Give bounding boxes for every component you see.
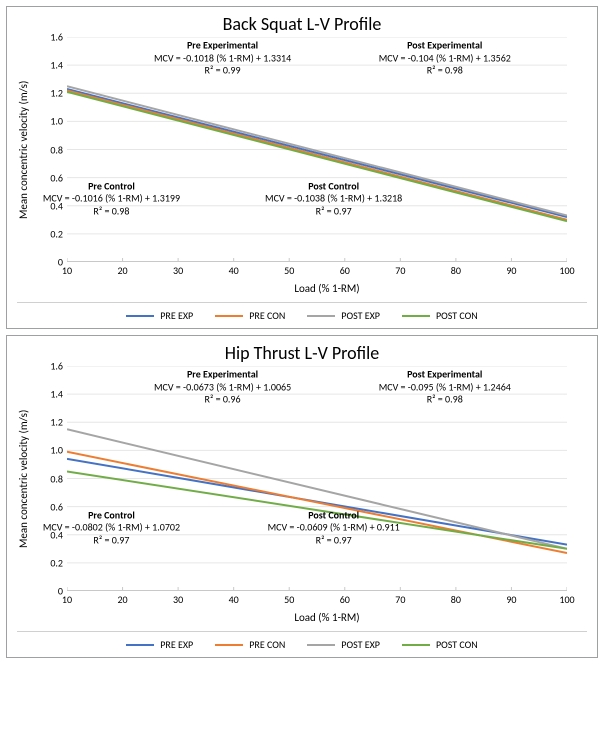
y-tick-label: 1.2 — [50, 416, 63, 429]
x-tick-label: 70 — [395, 593, 405, 606]
x-tick-label: 100 — [559, 593, 574, 606]
annotation: Pre ControlMCV = -0.1016 (% 1-RM) + 1.31… — [43, 180, 180, 218]
y-axis-label: Mean concentric velocity (m/s) — [17, 37, 35, 262]
annotation-r2: R² = 0.96 — [154, 393, 291, 406]
annotation: Post ExperimentalMCV = -0.095 (% 1-RM) +… — [379, 368, 511, 406]
x-tick-label: 90 — [506, 593, 516, 606]
legend-label: PRE EXP — [160, 309, 193, 322]
x-tick-label: 50 — [284, 593, 294, 606]
legend-item: POST CON — [402, 638, 478, 651]
legend-swatch — [307, 315, 335, 317]
legend-swatch — [402, 315, 430, 317]
legend-label: POST EXP — [341, 309, 380, 322]
legend-item: POST CON — [402, 309, 478, 322]
y-tick-label: 1.6 — [50, 31, 63, 44]
annotation-head: Post Experimental — [379, 39, 511, 52]
y-tick-label: 0.8 — [50, 472, 63, 485]
y-tick-label: 1.0 — [50, 444, 63, 457]
y-tick-label: 0.8 — [50, 143, 63, 156]
x-tick-label: 80 — [451, 264, 461, 277]
annotation-r2: R² = 0.99 — [154, 64, 291, 77]
annotation-r2: R² = 0.97 — [43, 534, 180, 547]
x-tick-label: 20 — [117, 264, 127, 277]
legend-label: PRE CON — [249, 309, 285, 322]
y-tick-label: 1.2 — [50, 87, 63, 100]
x-tick-label: 20 — [117, 593, 127, 606]
annotation-head: Post Control — [268, 509, 400, 522]
annotation: Pre ControlMCV = -0.0802 (% 1-RM) + 1.07… — [43, 509, 180, 547]
annotation-head: Pre Experimental — [154, 368, 291, 381]
annotation: Post ControlMCV = -0.1038 (% 1-RM) + 1.3… — [265, 180, 402, 218]
annotation-r2: R² = 0.98 — [379, 64, 511, 77]
annotation: Pre ExperimentalMCV = -0.0673 (% 1-RM) +… — [154, 368, 291, 406]
annotation-head: Post Control — [265, 180, 402, 193]
legend-item: POST EXP — [307, 309, 380, 322]
y-axis-label: Mean concentric velocity (m/s) — [17, 366, 35, 591]
legend-swatch — [215, 315, 243, 317]
legend-swatch — [126, 644, 154, 646]
plot-area: Pre ExperimentalMCV = -0.1018 (% 1-RM) +… — [67, 37, 567, 262]
x-tick-label: 10 — [62, 593, 72, 606]
y-tick-label: 1.4 — [50, 59, 63, 72]
chart-panel: Back Squat L-V Profile Mean concentric ve… — [6, 6, 598, 329]
annotation: Post ExperimentalMCV = -0.104 (% 1-RM) +… — [379, 39, 511, 77]
legend-label: PRE CON — [249, 638, 285, 651]
y-tick-label: 0.2 — [50, 556, 63, 569]
chart-title: Hip Thrust L-V Profile — [17, 342, 587, 364]
legend-swatch — [307, 644, 335, 646]
x-axis-label: Load (% 1-RM) — [67, 282, 587, 298]
x-tick-label: 60 — [340, 593, 350, 606]
x-tick-label: 30 — [173, 264, 183, 277]
y-tick-label: 1.4 — [50, 388, 63, 401]
annotation-head: Post Experimental — [379, 368, 511, 381]
legend-label: POST CON — [436, 638, 478, 651]
annotation-head: Pre Experimental — [154, 39, 291, 52]
legend-item: PRE EXP — [126, 309, 193, 322]
x-tick-label: 100 — [559, 264, 574, 277]
legend-swatch — [402, 644, 430, 646]
annotation: Post ControlMCV = -0.0609 (% 1-RM) + 0.9… — [268, 509, 400, 547]
legend-label: POST CON — [436, 309, 478, 322]
y-tick-label: 1.0 — [50, 115, 63, 128]
annotation-r2: R² = 0.97 — [265, 205, 402, 218]
x-tick-label: 40 — [229, 264, 239, 277]
x-tick-label: 30 — [173, 593, 183, 606]
legend-item: PRE EXP — [126, 638, 193, 651]
legend-item: POST EXP — [307, 638, 380, 651]
legend-label: PRE EXP — [160, 638, 193, 651]
x-ticks: 102030405060708090100 — [67, 262, 587, 282]
x-tick-label: 10 — [62, 264, 72, 277]
x-tick-label: 70 — [395, 264, 405, 277]
y-ticks: 00.20.40.60.81.01.21.41.6 — [35, 366, 67, 591]
legend-swatch — [215, 644, 243, 646]
annotation-r2: R² = 0.98 — [379, 393, 511, 406]
legend: PRE EXP PRE CON POST EXP POST CON — [17, 631, 587, 653]
x-tick-label: 50 — [284, 264, 294, 277]
legend-item: PRE CON — [215, 309, 285, 322]
x-tick-label: 40 — [229, 593, 239, 606]
annotation-head: Pre Control — [43, 509, 180, 522]
chart-panel: Hip Thrust L-V Profile Mean concentric ve… — [6, 335, 598, 658]
y-tick-label: 1.6 — [50, 360, 63, 373]
x-axis-label: Load (% 1-RM) — [67, 611, 587, 627]
annotation-r2: R² = 0.97 — [268, 534, 400, 547]
legend-swatch — [126, 315, 154, 317]
x-tick-label: 90 — [506, 264, 516, 277]
y-ticks: 00.20.40.60.81.01.21.41.6 — [35, 37, 67, 262]
annotation: Pre ExperimentalMCV = -0.1018 (% 1-RM) +… — [154, 39, 291, 77]
x-ticks: 102030405060708090100 — [67, 591, 587, 611]
legend-label: POST EXP — [341, 638, 380, 651]
annotation-head: Pre Control — [43, 180, 180, 193]
x-tick-label: 80 — [451, 593, 461, 606]
annotation-r2: R² = 0.98 — [43, 205, 180, 218]
x-tick-label: 60 — [340, 264, 350, 277]
chart-title: Back Squat L-V Profile — [17, 13, 587, 35]
y-tick-label: 0.2 — [50, 227, 63, 240]
legend: PRE EXP PRE CON POST EXP POST CON — [17, 302, 587, 324]
legend-item: PRE CON — [215, 638, 285, 651]
plot-area: Pre ExperimentalMCV = -0.0673 (% 1-RM) +… — [67, 366, 567, 591]
